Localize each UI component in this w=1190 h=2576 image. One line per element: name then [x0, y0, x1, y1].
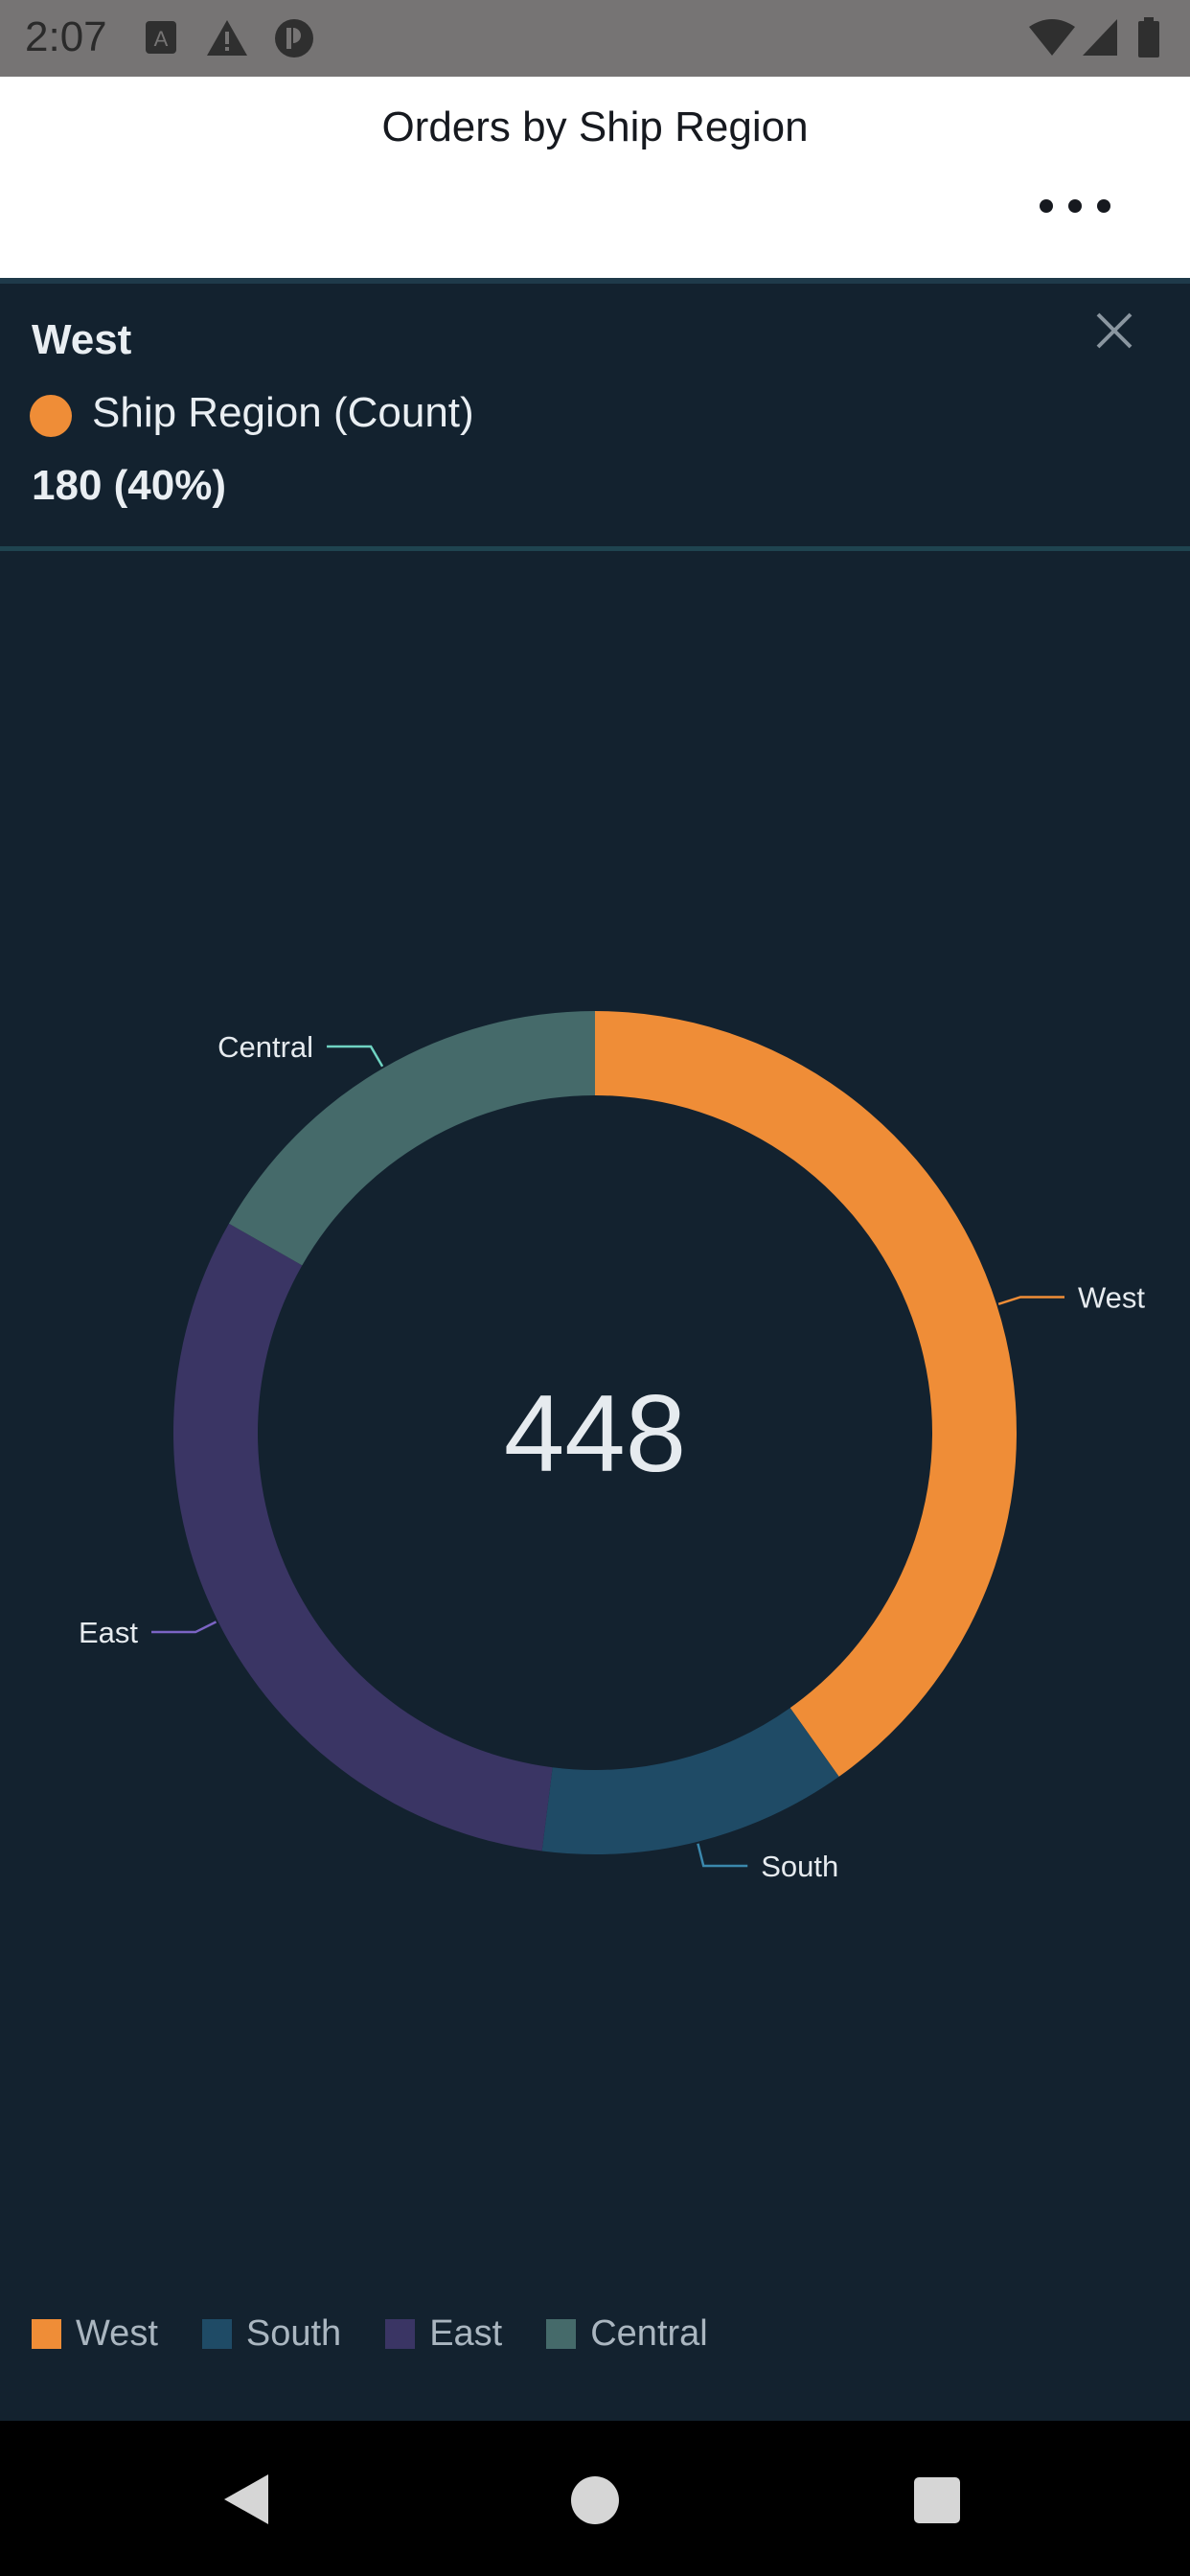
close-detail-button[interactable] [1090, 307, 1138, 355]
status-bar: 2:07 A [0, 0, 1190, 77]
status-time: 2:07 [25, 13, 107, 60]
legend-label: West [76, 2312, 158, 2354]
legend-item-west[interactable]: West [32, 2313, 158, 2355]
center-total-label: 448 [504, 1373, 686, 1495]
page-title: Orders by Ship Region [381, 104, 809, 150]
app-notification-icon [275, 19, 313, 58]
donut-chart: West South East Central 448 [79, 1011, 1145, 1883]
slice-east[interactable] [172, 1223, 553, 1852]
legend-item-east[interactable]: East [385, 2313, 502, 2355]
selection-value: 180 (40%) [32, 462, 227, 509]
legend-label: Central [590, 2312, 708, 2354]
leader-line-west [997, 1296, 1064, 1305]
leader-line-south [697, 1843, 748, 1868]
leader-line-central [327, 1045, 384, 1068]
more-horizontal-icon [1040, 199, 1110, 213]
selection-title: West [32, 316, 132, 363]
legend-label: East [429, 2312, 503, 2354]
recents-square-icon[interactable] [913, 2476, 961, 2524]
home-circle-icon[interactable] [569, 2474, 621, 2526]
panel-divider [0, 546, 1190, 551]
slice-label-south: South [761, 1850, 838, 1883]
selection-detail-panel [0, 284, 1190, 548]
cell-signal-icon [1083, 19, 1117, 56]
legend-item-central[interactable]: Central [546, 2313, 708, 2355]
system-nav-bar [0, 2421, 1190, 2576]
close-icon [1096, 312, 1133, 349]
legend-label: South [245, 2312, 342, 2354]
a-notification-icon: A [146, 21, 176, 54]
more-options-button[interactable] [1037, 172, 1113, 240]
chart-legend: West South East Central [32, 2310, 752, 2358]
slice-south[interactable] [541, 1708, 839, 1854]
slice-central[interactable] [228, 1011, 595, 1266]
legend-swatch [201, 2318, 232, 2349]
slice-label-central: Central [217, 1030, 313, 1064]
slice-label-west: West [1078, 1280, 1145, 1314]
legend-swatch [546, 2318, 577, 2349]
legend-swatch [32, 2318, 61, 2349]
leader-line-east [151, 1621, 217, 1634]
header-divider [0, 278, 1190, 284]
wifi-icon [1029, 19, 1075, 56]
back-triangle-icon[interactable] [222, 2472, 272, 2526]
warning-icon [207, 20, 247, 56]
slice-west[interactable] [595, 1011, 1017, 1777]
app-header [0, 77, 1190, 278]
selection-measure: Ship Region (Count) [92, 389, 474, 436]
selection-swatch [30, 395, 72, 437]
legend-item-south[interactable]: South [201, 2312, 342, 2355]
battery-icon [1138, 17, 1159, 58]
slice-label-east: East [79, 1616, 138, 1649]
legend-swatch [385, 2318, 416, 2349]
svg-text:A: A [154, 27, 169, 51]
